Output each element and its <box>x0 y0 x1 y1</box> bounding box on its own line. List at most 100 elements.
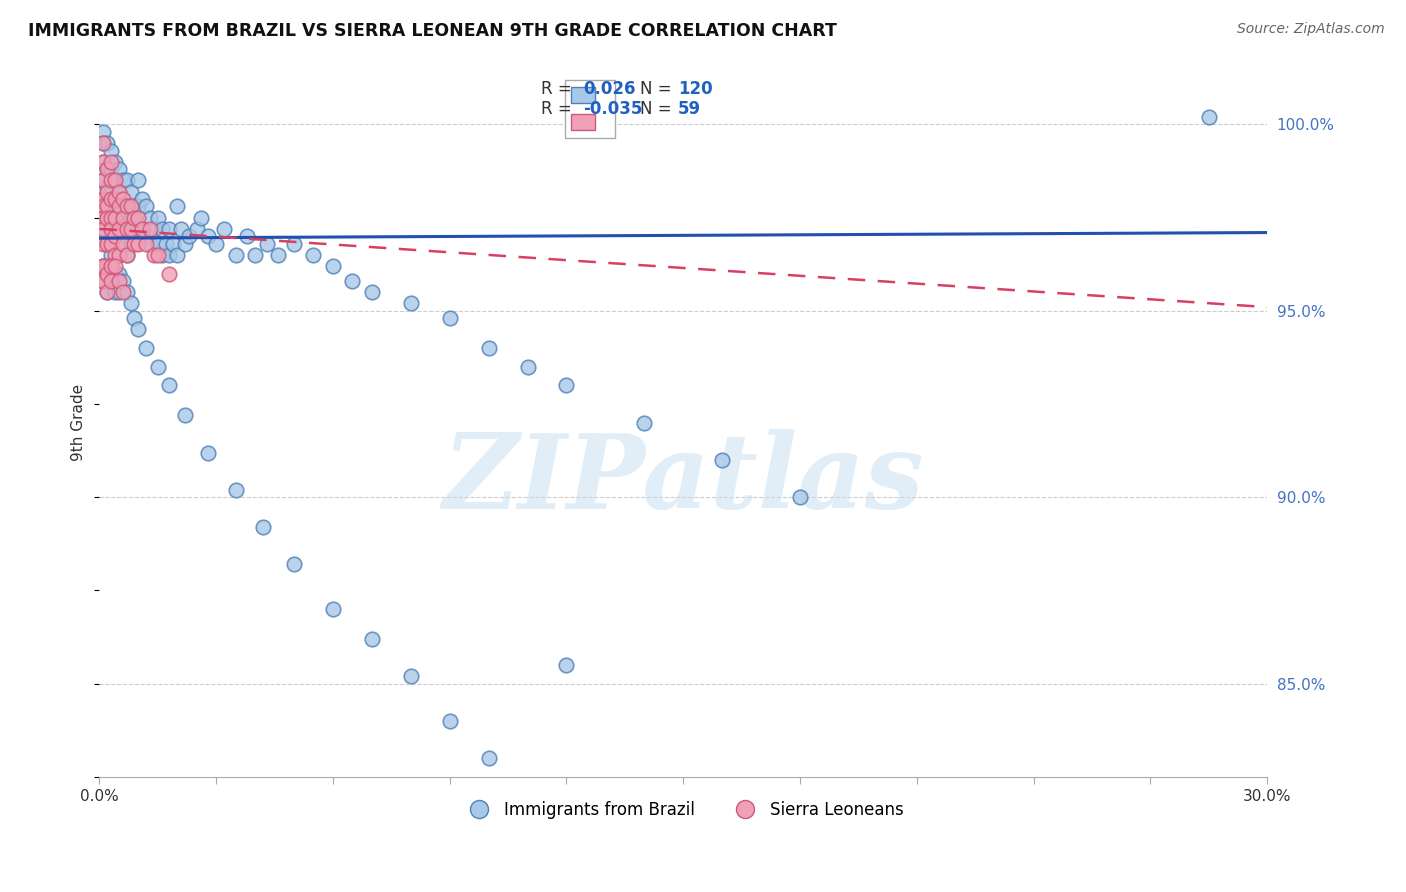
Point <box>127 211 149 225</box>
Point <box>127 236 149 251</box>
Point <box>100 154 122 169</box>
Point <box>96 162 118 177</box>
Point <box>100 222 122 236</box>
Text: R =: R = <box>541 100 572 118</box>
Point <box>91 274 114 288</box>
Point <box>96 185 118 199</box>
Point <box>96 285 118 300</box>
Point <box>131 222 153 236</box>
Point <box>100 274 122 288</box>
Point <box>96 211 118 225</box>
Point <box>111 274 134 288</box>
Point <box>131 222 153 236</box>
Point <box>439 714 461 728</box>
Point <box>91 199 114 213</box>
Point <box>322 259 344 273</box>
Point <box>135 229 157 244</box>
Text: ZIPatlas: ZIPatlas <box>443 429 924 530</box>
Point <box>243 248 266 262</box>
Point <box>108 285 131 300</box>
Point <box>166 248 188 262</box>
Point <box>120 211 142 225</box>
Point <box>155 236 177 251</box>
Point <box>177 229 200 244</box>
Point <box>236 229 259 244</box>
Point <box>91 236 114 251</box>
Point <box>555 378 578 392</box>
Point <box>146 248 169 262</box>
Point <box>399 669 422 683</box>
Point <box>197 229 219 244</box>
Point <box>96 162 118 177</box>
Point <box>146 359 169 374</box>
Point <box>120 185 142 199</box>
Text: N =: N = <box>640 100 671 118</box>
Point <box>197 445 219 459</box>
Point <box>439 311 461 326</box>
Point <box>111 173 134 187</box>
Point <box>96 267 118 281</box>
Y-axis label: 9th Grade: 9th Grade <box>72 384 86 461</box>
Point <box>142 222 165 236</box>
Point <box>150 222 173 236</box>
Point <box>142 248 165 262</box>
Point <box>108 222 131 236</box>
Point <box>96 267 118 281</box>
Point <box>104 267 127 281</box>
Point <box>115 248 138 262</box>
Text: 0.026: 0.026 <box>583 80 636 98</box>
Point <box>256 236 278 251</box>
Point <box>108 248 131 262</box>
Point <box>108 207 131 221</box>
Point <box>124 199 146 213</box>
Point <box>96 236 118 251</box>
Text: N =: N = <box>640 80 671 98</box>
Point <box>100 162 122 177</box>
Point <box>111 192 134 206</box>
Point <box>516 359 538 374</box>
Point <box>91 125 114 139</box>
Legend: Immigrants from Brazil, Sierra Leoneans: Immigrants from Brazil, Sierra Leoneans <box>456 794 911 825</box>
Point <box>139 236 162 251</box>
Point <box>100 185 122 199</box>
Point <box>115 173 138 187</box>
Point <box>174 409 197 423</box>
Point <box>91 229 114 244</box>
Point <box>555 658 578 673</box>
Point <box>478 751 501 765</box>
Point <box>127 199 149 213</box>
Point <box>170 222 193 236</box>
Point <box>104 211 127 225</box>
Point <box>124 311 146 326</box>
Point <box>100 248 122 262</box>
Point <box>91 192 114 206</box>
Point <box>225 483 247 497</box>
Point <box>91 211 114 225</box>
Point <box>120 296 142 310</box>
Point <box>135 236 157 251</box>
Point <box>150 248 173 262</box>
Point <box>111 236 134 251</box>
Text: IMMIGRANTS FROM BRAZIL VS SIERRA LEONEAN 9TH GRADE CORRELATION CHART: IMMIGRANTS FROM BRAZIL VS SIERRA LEONEAN… <box>28 22 837 40</box>
Point <box>91 274 114 288</box>
Point <box>91 173 114 187</box>
Point <box>302 248 325 262</box>
Point <box>100 236 122 251</box>
Point <box>100 229 122 244</box>
Point <box>131 192 153 206</box>
Point <box>100 173 122 187</box>
Point <box>124 222 146 236</box>
Point <box>96 136 118 150</box>
Point <box>91 259 114 273</box>
Point <box>96 181 118 195</box>
Text: 120: 120 <box>678 80 713 98</box>
Point <box>91 173 114 187</box>
Point <box>104 229 127 244</box>
Point <box>104 211 127 225</box>
Point <box>91 154 114 169</box>
Point <box>104 285 127 300</box>
Point <box>111 192 134 206</box>
Point <box>225 248 247 262</box>
Point <box>104 229 127 244</box>
Point <box>96 199 118 213</box>
